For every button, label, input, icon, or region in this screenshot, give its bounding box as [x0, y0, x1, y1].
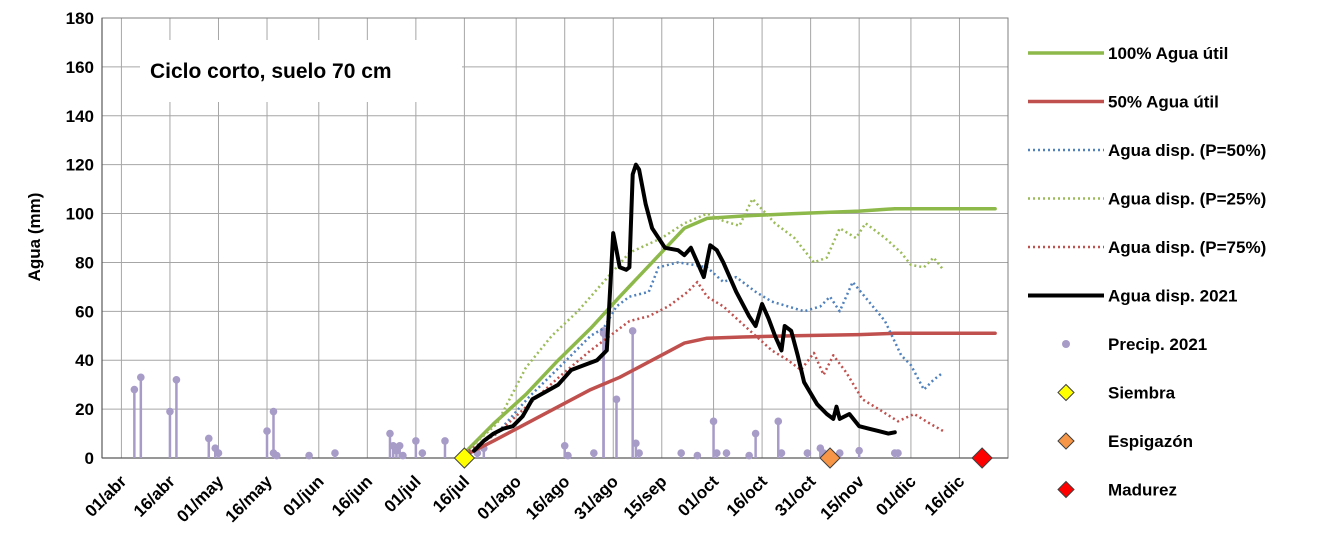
precip-point: [272, 451, 281, 460]
precip-point: [305, 451, 313, 460]
y-tick-label: 40: [75, 351, 94, 370]
precip-point: [774, 417, 783, 426]
legend-label: Madurez: [1108, 481, 1177, 500]
marker-diamond: [453, 447, 476, 469]
x-tick-label: 16/jun: [328, 472, 376, 520]
x-tick-label: 16/oct: [723, 472, 771, 520]
precip-point: [590, 449, 598, 457]
precip-point: [263, 427, 271, 435]
x-tick-label: 01/dic: [872, 472, 920, 520]
precip-point: [204, 434, 213, 443]
precip-point: [635, 449, 643, 457]
precip-point: [628, 327, 637, 335]
precip-point: [395, 441, 404, 450]
precip-point: [693, 451, 702, 460]
y-tick-label: 0: [85, 449, 94, 468]
annotation-text: Ciclo corto, suelo 70 cm: [150, 60, 392, 83]
precip-point: [745, 451, 753, 460]
precip-point: [855, 446, 863, 455]
precip-point: [777, 449, 786, 457]
legend-label: Agua disp. (P=75%): [1108, 238, 1266, 257]
y-tick-label: 180: [66, 9, 94, 28]
legend: 100% Agua útil 50% Agua útil Agua disp. (P…: [1028, 44, 1266, 500]
y-tick-label: 140: [66, 107, 94, 126]
precip-point: [386, 429, 394, 438]
precip-point: [130, 385, 139, 394]
series-line: [463, 197, 945, 455]
y-tick-label: 20: [75, 400, 94, 419]
phenology-markers: [453, 447, 993, 469]
x-tick-label: 31/oct: [771, 472, 819, 520]
legend-label: Agua disp. 2021: [1108, 287, 1237, 306]
precip-point: [632, 439, 640, 448]
y-tick-label: 60: [75, 302, 94, 321]
precip-point: [560, 441, 569, 450]
precip-point: [418, 449, 427, 457]
precip-point: [677, 449, 685, 457]
line-series: [462, 162, 997, 458]
precip-point: [166, 407, 174, 416]
precip-point: [331, 449, 339, 457]
x-tick-label: 16/dic: [921, 472, 969, 520]
x-tick-label: 16/ago: [522, 472, 574, 524]
legend-label: Agua disp. (P=25%): [1108, 190, 1266, 209]
precip-point: [172, 375, 181, 384]
legend-label: Espigazón: [1108, 432, 1193, 451]
x-tick-label: 01/oct: [674, 472, 722, 520]
x-tick-label: 15/sep: [620, 472, 671, 523]
precip-point: [441, 437, 449, 445]
series-line: [472, 162, 897, 453]
legend-label: Agua disp. (P=50%): [1108, 141, 1266, 160]
series-line: [462, 331, 997, 458]
series-line: [463, 280, 944, 455]
y-axis: 0 20 40 60 80 100 120 140 160 180: [66, 9, 94, 468]
legend-label: Siembra: [1108, 384, 1176, 403]
precip-point: [612, 395, 621, 404]
precip-point: [751, 429, 760, 438]
legend-swatch-diamond: [1057, 383, 1075, 402]
y-tick-label: 80: [75, 253, 94, 272]
series-line: [462, 206, 997, 455]
annotation: Ciclo corto, suelo 70 cm: [140, 40, 462, 102]
marker-diamond: [971, 447, 993, 469]
x-tick-label: 16/may: [222, 472, 277, 527]
x-tick-label: 01/may: [173, 472, 228, 527]
y-tick-label: 100: [66, 205, 94, 224]
annotation-box: [140, 40, 462, 102]
precip-point: [399, 451, 407, 460]
x-tick-label: 01/abr: [81, 472, 130, 521]
x-tick-label: 01/jul: [381, 472, 425, 516]
marker-diamond: [819, 447, 841, 469]
y-axis-label: Agua (mm): [25, 193, 44, 282]
legend-swatch-diamond: [1057, 480, 1075, 499]
x-tick-label: 16/abr: [130, 472, 179, 521]
x-tick-label: 31/ago: [571, 472, 623, 524]
x-tick-label: 01/ago: [473, 472, 525, 524]
precip-point: [722, 449, 731, 457]
legend-label: Precip. 2021: [1108, 335, 1207, 354]
legend-swatch-point: [1062, 340, 1070, 348]
precip-point: [894, 449, 902, 457]
precip-point: [712, 449, 721, 457]
precip-point: [835, 449, 844, 457]
precip-point: [564, 451, 572, 460]
precip-point: [137, 373, 145, 382]
series-line: [463, 261, 945, 455]
legend-label: 100% Agua útil: [1108, 44, 1228, 63]
precip-point: [803, 449, 812, 457]
legend-swatch-diamond: [1057, 432, 1075, 450]
x-tick-label: 01/jun: [279, 472, 327, 520]
y-tick-label: 160: [66, 58, 94, 77]
precip-point: [214, 449, 223, 457]
precip-point: [269, 407, 278, 416]
x-tick-label: 16/jul: [429, 472, 473, 516]
y-tick-label: 120: [66, 156, 94, 175]
precip-point: [709, 417, 718, 426]
x-tick-label: 15/nov: [816, 471, 868, 523]
precip-point: [412, 437, 420, 445]
legend-label: 50% Agua útil: [1108, 93, 1219, 112]
